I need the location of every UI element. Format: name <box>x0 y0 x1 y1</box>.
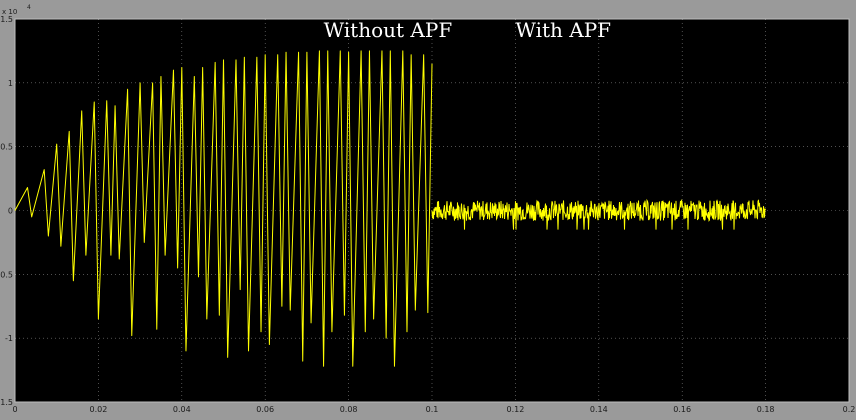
x-tick-label: 0.16 <box>673 405 691 414</box>
y-tick-label: -1 <box>5 334 13 343</box>
y-tick-label: 1.5 <box>0 15 13 24</box>
annotation-with-apf: With APF <box>515 18 611 42</box>
trace-with-apf <box>431 198 766 230</box>
x-tick-label: 0.14 <box>590 405 608 414</box>
y-tick-label: -0.5 <box>0 270 13 279</box>
y-tick-label: 0 <box>8 207 13 216</box>
y-tick-label: 0.5 <box>0 143 13 152</box>
annotation-without-apf: Without APF <box>324 18 453 42</box>
x-tick-label: 0.04 <box>173 405 191 414</box>
x-tick-label: 0.06 <box>256 405 274 414</box>
y-exponent: x 10 4 <box>2 4 31 16</box>
y-exponent-label: x 10 <box>2 8 17 16</box>
x-tick-label: 0.18 <box>757 405 775 414</box>
trace-without-apf <box>14 50 433 367</box>
x-tick-label: 0.08 <box>340 405 358 414</box>
signal-traces <box>14 50 766 367</box>
y-tick-label: 1 <box>8 79 13 88</box>
x-tick-label: 0.02 <box>89 405 107 414</box>
tick-labels: 0 0.02 0.04 0.06 0.08 0.1 0.12 0.14 0.16 0.18 0.2 1… <box>0 15 855 414</box>
y-exponent-power: 4 <box>27 4 31 11</box>
x-tick-label: 0.2 <box>843 405 856 414</box>
y-tick-label: -1.5 <box>0 398 13 407</box>
x-tick-label: 0 <box>12 405 17 414</box>
x-tick-label: 0.12 <box>506 405 524 414</box>
x-tick-label: 0.1 <box>426 405 439 414</box>
